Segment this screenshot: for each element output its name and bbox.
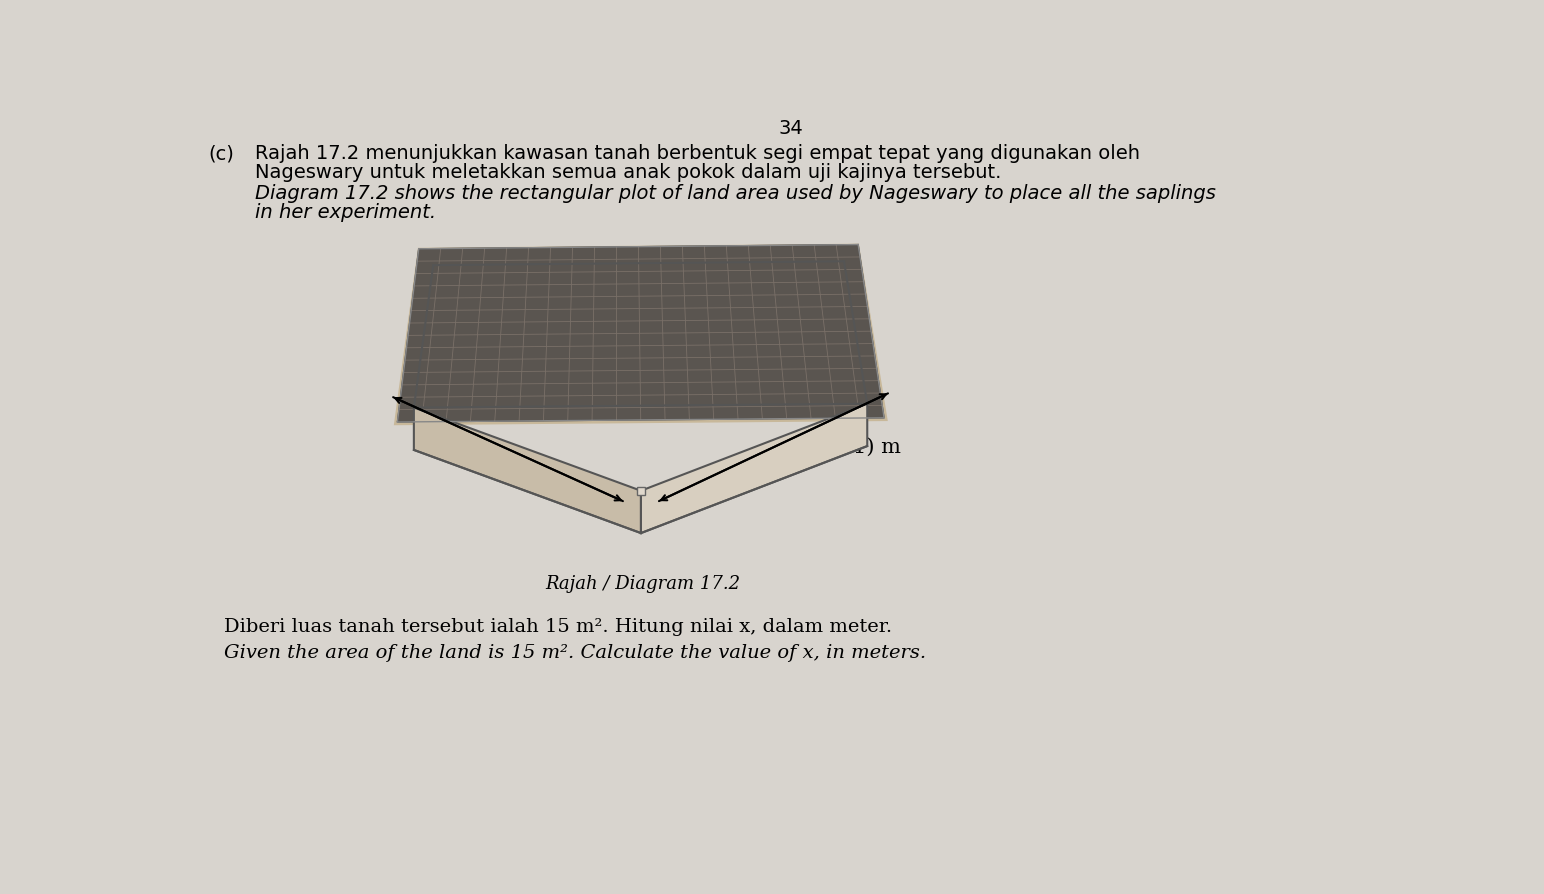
- Text: 34: 34: [778, 119, 804, 138]
- Bar: [638, 487, 645, 494]
- Polygon shape: [414, 266, 434, 450]
- Text: in her experiment.: in her experiment.: [255, 203, 435, 222]
- Text: Rajah / Diagram 17.2: Rajah / Diagram 17.2: [545, 576, 740, 594]
- Polygon shape: [397, 245, 885, 422]
- Text: x m: x m: [431, 440, 469, 459]
- Text: Rajah 17.2 menunjukkan kawasan tanah berbentuk segi empat tepat yang digunakan o: Rajah 17.2 menunjukkan kawasan tanah ber…: [255, 144, 1139, 164]
- Text: Nageswary untuk meletakkan semua anak pokok dalam uji kajinya tersebut.: Nageswary untuk meletakkan semua anak po…: [255, 163, 1002, 181]
- Text: Diberi luas tanah tersebut ialah 15 m². Hitung nilai x, dalam meter.: Diberi luas tanah tersebut ialah 15 m². …: [224, 618, 892, 636]
- Text: Given the area of the land is 15 m². Calculate the value of x, in meters.: Given the area of the land is 15 m². Cal…: [224, 644, 926, 662]
- Polygon shape: [414, 408, 641, 533]
- Polygon shape: [414, 261, 868, 408]
- Text: (c): (c): [208, 144, 235, 164]
- Polygon shape: [845, 261, 868, 446]
- Text: Diagram 17.2 shows the rectangular plot of land area used by Nageswary to place : Diagram 17.2 shows the rectangular plot …: [255, 184, 1215, 203]
- Polygon shape: [641, 404, 868, 533]
- Text: (2x + 1) m: (2x + 1) m: [789, 437, 902, 456]
